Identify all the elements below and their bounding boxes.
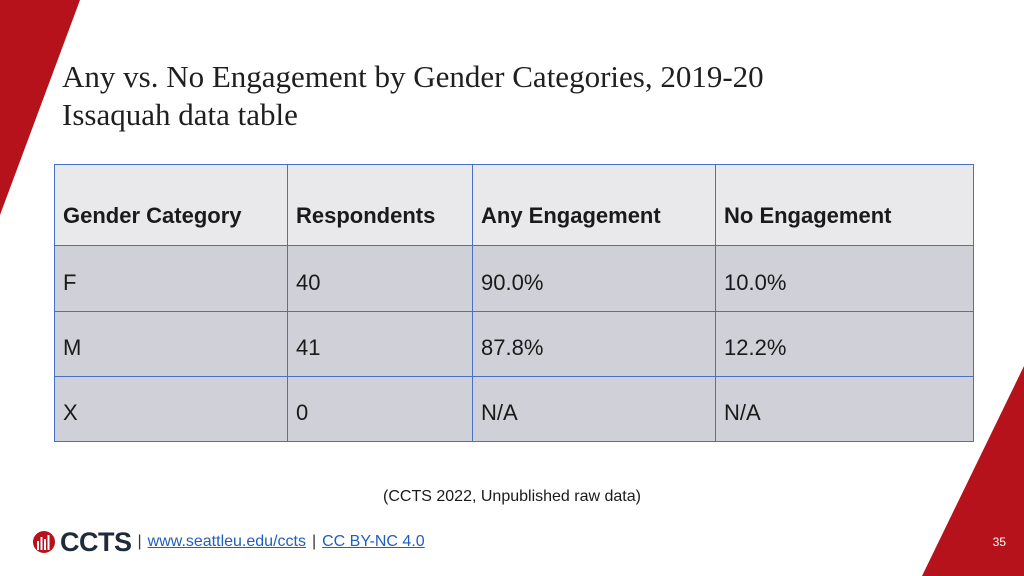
header-any-engagement: Any Engagement [472, 164, 716, 246]
cell-no-engagement: N/A [715, 376, 974, 442]
title-line-1: Any vs. No Engagement by Gender Categori… [62, 59, 764, 94]
table-row: M 41 87.8% 12.2% [54, 311, 974, 377]
table-row: X 0 N/A N/A [54, 376, 974, 442]
website-link[interactable]: www.seattleu.edu/ccts [147, 533, 306, 550]
logo-text: CCTS [60, 526, 132, 557]
license-link[interactable]: CC BY-NC 4.0 [322, 533, 425, 550]
cell-respondents: 0 [287, 376, 473, 442]
source-citation: (CCTS 2022, Unpublished raw data) [383, 488, 641, 505]
table-header-row: Gender Category Respondents Any Engageme… [54, 164, 974, 246]
ccts-logo: CCTS [32, 527, 132, 558]
page-title: Any vs. No Engagement by Gender Categori… [62, 58, 982, 134]
cell-gender: M [54, 311, 288, 377]
cell-respondents: 40 [287, 245, 473, 312]
cell-no-engagement: 12.2% [715, 311, 974, 377]
bar-chart-globe-icon [33, 531, 55, 553]
cell-no-engagement: 10.0% [715, 245, 974, 312]
footer: CCTS | www.seattleu.edu/ccts | CC BY-NC … [32, 527, 425, 557]
cell-gender: X [54, 376, 288, 442]
footer-separator: | [311, 533, 317, 550]
cell-respondents: 41 [287, 311, 473, 377]
engagement-table: Gender Category Respondents Any Engageme… [54, 164, 974, 442]
title-line-2: Issaquah data table [62, 97, 298, 132]
table-row: F 40 90.0% 10.0% [54, 245, 974, 312]
footer-separator: | [137, 533, 142, 550]
header-gender-category: Gender Category [54, 164, 288, 246]
cell-any-engagement: 87.8% [472, 311, 716, 377]
page-number: 35 [992, 535, 1006, 549]
cell-any-engagement: N/A [472, 376, 716, 442]
header-respondents: Respondents [287, 164, 473, 246]
header-no-engagement: No Engagement [715, 164, 974, 246]
cell-any-engagement: 90.0% [472, 245, 716, 312]
cell-gender: F [54, 245, 288, 312]
